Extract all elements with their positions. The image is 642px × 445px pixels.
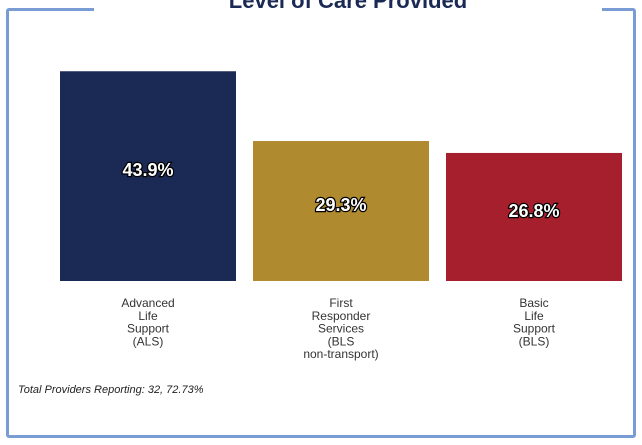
category-label-1: Advanced Life Support (ALS) (121, 296, 174, 348)
data-label-2: 29.3% (315, 195, 366, 215)
data-label-1: 43.9% (122, 160, 173, 180)
footnote: Total Providers Reporting: 32, 72.73% (18, 384, 203, 396)
category-label-3: Basic Life Support (BLS) (513, 296, 556, 348)
data-label-3: 26.8% (508, 201, 559, 221)
category-label-2: First Responder Services (BLS non-transport) (303, 296, 378, 361)
